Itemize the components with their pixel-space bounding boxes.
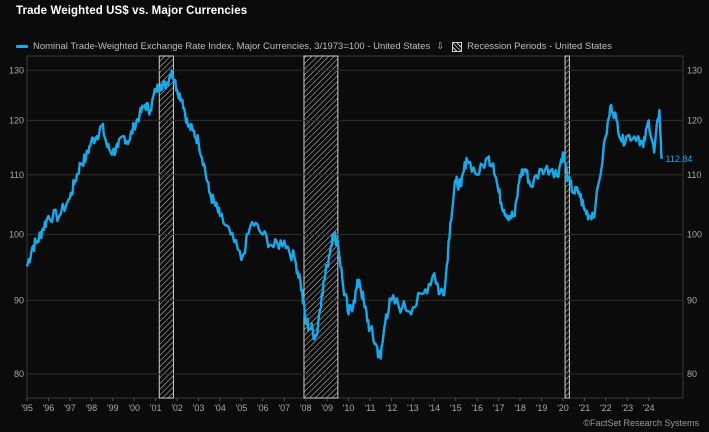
recession-band-1 — [303, 55, 339, 399]
y-tick-right-100: 100 — [687, 229, 702, 239]
chart-title: Trade Weighted US$ vs. Major Currencies — [16, 5, 248, 17]
x-tick-label-2: '97 — [64, 403, 76, 413]
x-tick-label-16: '11 — [364, 403, 375, 413]
x-tick-label-6: '01 — [150, 403, 162, 413]
x-tick-label-0: '95 — [21, 403, 33, 413]
x-tick-label-1: '96 — [43, 403, 55, 413]
y-tick-right-120: 120 — [687, 115, 702, 125]
legend-marker-icon: ⇩ — [436, 41, 445, 52]
last-value-label: 112.84 — [666, 154, 693, 164]
y-tick-left-90: 90 — [14, 295, 24, 305]
y-tick-right-110: 110 — [687, 170, 701, 180]
x-tick-label-11: '06 — [257, 403, 269, 413]
y-tick-right-80: 80 — [687, 369, 697, 379]
y-tick-left-80: 80 — [14, 369, 24, 379]
x-tick-label-23: '18 — [514, 403, 526, 413]
x-tick-label-20: '15 — [450, 403, 462, 413]
y-tick-left-130: 130 — [9, 65, 24, 75]
x-tick-label-3: '98 — [85, 403, 97, 413]
x-tick-label-15: '10 — [343, 403, 355, 413]
x-axis: '95 '96 '97 '98 '99 '00 '01 '02 '03 '04 '05 '06 '07 '… — [21, 398, 655, 413]
plot-area — [26, 55, 684, 399]
x-tick-label-10: '05 — [236, 403, 248, 413]
y-tick-right-90: 90 — [687, 295, 697, 305]
legend-recession-swatch — [452, 41, 463, 52]
y-axis-right: 80 90 100 110 120 130 — [687, 65, 702, 379]
x-tick-label-8: '03 — [193, 403, 205, 413]
x-tick-label-13: '08 — [300, 403, 312, 413]
legend-series-swatch — [16, 45, 28, 48]
y-tick-left-100: 100 — [9, 229, 24, 239]
x-tick-label-22: '17 — [493, 403, 505, 413]
x-tick-label-17: '12 — [386, 403, 398, 413]
x-tick-label-29: '24 — [643, 403, 655, 413]
grid-lines — [27, 69, 683, 375]
x-tick-label-7: '02 — [171, 403, 183, 413]
x-tick-label-26: '21 — [579, 403, 591, 413]
credit-text: ©FactSet Research Systems — [583, 418, 699, 428]
x-tick-label-24: '19 — [536, 403, 548, 413]
y-tick-left-120: 120 — [9, 115, 24, 125]
x-tick-label-27: '22 — [600, 403, 612, 413]
x-tick-label-5: '00 — [128, 403, 140, 413]
end-label-layer: 112.84 — [666, 154, 693, 164]
y-tick-right-130: 130 — [687, 65, 702, 75]
x-tick-label-14: '09 — [321, 403, 333, 413]
x-tick-label-19: '14 — [428, 403, 440, 413]
x-tick-label-25: '20 — [557, 403, 569, 413]
legend-recession-label: Recession Periods - United States — [467, 41, 612, 52]
x-tick-label-21: '16 — [471, 403, 483, 413]
x-tick-label-12: '07 — [278, 403, 290, 413]
x-tick-label-9: '04 — [214, 403, 226, 413]
x-tick-label-28: '23 — [621, 403, 633, 413]
y-tick-left-110: 110 — [10, 170, 24, 180]
legend-series-label: Nominal Trade-Weighted Exchange Rate Ind… — [33, 41, 431, 52]
series-line-0 — [25, 69, 663, 360]
x-tick-label-18: '13 — [407, 403, 419, 413]
recession-band-0 — [158, 55, 174, 399]
series-layer — [25, 69, 663, 360]
recession-bands — [158, 55, 570, 399]
recession-band-2 — [564, 55, 570, 399]
y-axis-left: 80 90 100 110 120 130 — [9, 65, 24, 379]
legend: Nominal Trade-Weighted Exchange Rate Ind… — [16, 41, 612, 52]
x-tick-label-4: '99 — [107, 403, 119, 413]
